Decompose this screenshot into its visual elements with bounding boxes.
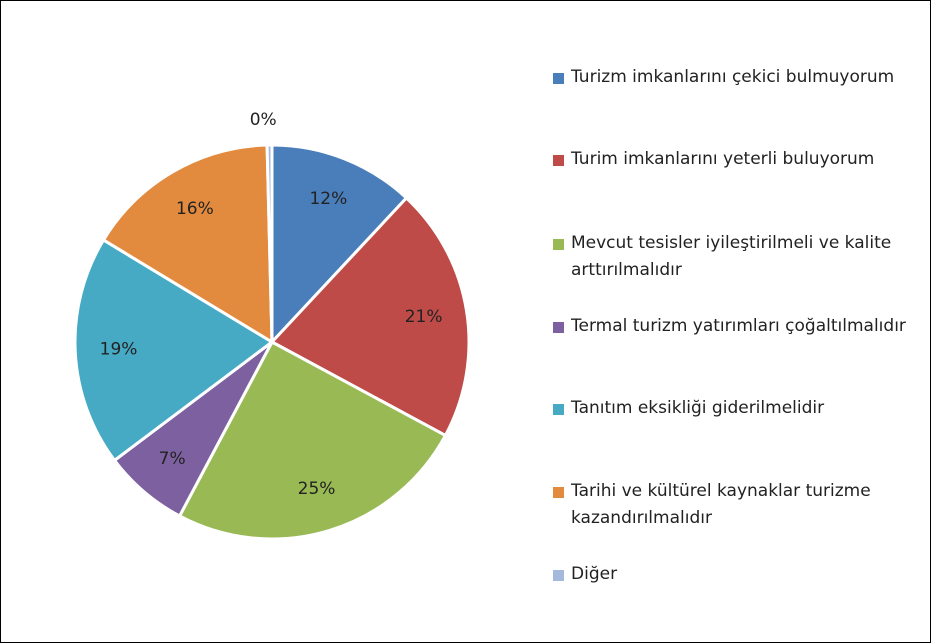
- legend-item: Mevcut tesisler iyileştirilmeli ve kalit…: [553, 230, 923, 284]
- slice-label: 19%: [100, 340, 138, 360]
- slice-label: 21%: [405, 307, 443, 327]
- legend-label: Tarihi ve kültürel kaynaklar turizme kaz…: [571, 481, 871, 528]
- legend-label: Turim imkanlarını yeterli buluyorum: [571, 149, 875, 169]
- slice-label: 16%: [176, 199, 214, 219]
- legend-label: Termal turizm yatırımları çoğaltılmalıdı…: [571, 316, 906, 336]
- legend-label: Diğer: [571, 564, 618, 584]
- legend-item: Turim imkanlarını yeterli buluyorum: [553, 146, 923, 173]
- legend-swatch: [553, 239, 564, 250]
- legend-swatch: [553, 155, 564, 166]
- legend-item: Tanıtım eksikliği giderilmelidir: [553, 395, 923, 422]
- legend-item: Tarihi ve kültürel kaynaklar turizme kaz…: [553, 478, 923, 532]
- slice-label: 7%: [159, 449, 186, 469]
- legend-swatch: [553, 570, 564, 581]
- legend-label: Turizm imkanlarını çekici bulmuyorum: [571, 67, 895, 87]
- legend-swatch: [553, 73, 564, 84]
- pie-slice: [73, 237, 275, 463]
- pie-slice: [101, 143, 274, 345]
- slice-label: 12%: [309, 189, 347, 209]
- pie-slice: [269, 195, 471, 438]
- legend-item: Diğer: [553, 561, 923, 588]
- legend-item: Termal turizm yatırımları çoğaltılmalıdı…: [553, 313, 923, 340]
- slice-label: 0%: [250, 110, 277, 130]
- pie-slice: [265, 143, 274, 343]
- legend-swatch: [553, 404, 564, 415]
- legend-swatch: [553, 322, 564, 333]
- legend-swatch: [553, 487, 564, 498]
- slice-label: 25%: [298, 479, 336, 499]
- legend-item: Turizm imkanlarını çekici bulmuyorum: [553, 64, 923, 91]
- pie-slice: [270, 143, 409, 346]
- legend-label: Tanıtım eksikliği giderilmelidir: [571, 398, 825, 418]
- legend-label: Mevcut tesisler iyileştirilmeli ve kalit…: [571, 233, 892, 280]
